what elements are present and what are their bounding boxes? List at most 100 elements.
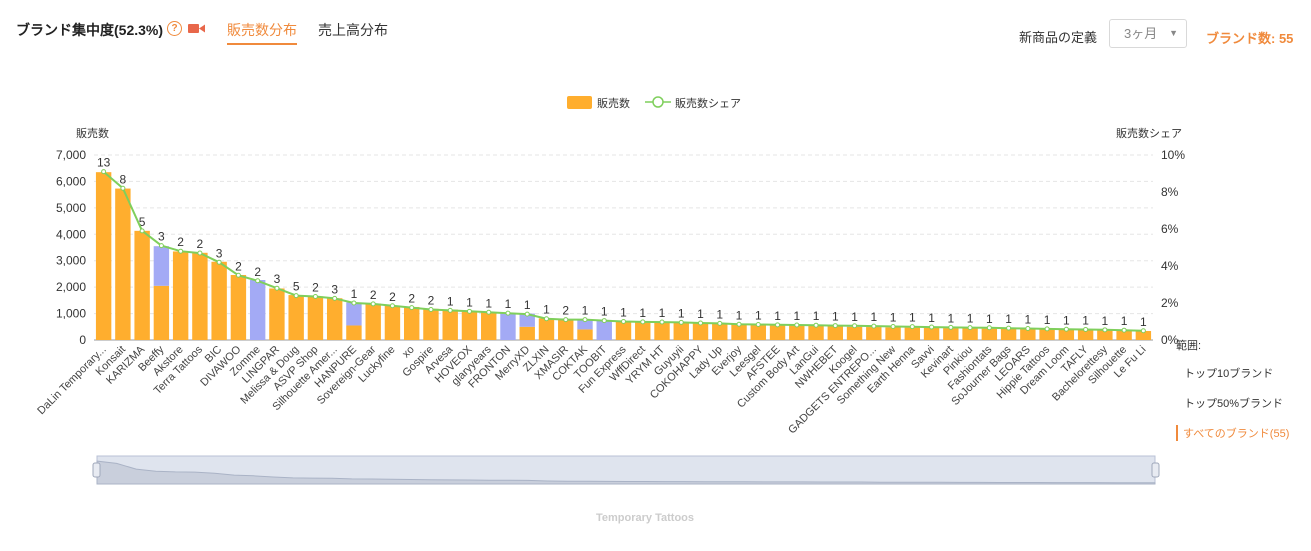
share-point[interactable] bbox=[235, 272, 241, 278]
share-point[interactable] bbox=[216, 259, 222, 265]
bar-sales[interactable] bbox=[481, 312, 497, 340]
bar-new-product[interactable] bbox=[596, 320, 612, 340]
bar-sales[interactable] bbox=[577, 329, 593, 340]
bar-sales[interactable] bbox=[288, 295, 304, 340]
share-point[interactable] bbox=[563, 317, 569, 323]
bar-new-product[interactable] bbox=[249, 280, 266, 340]
share-point[interactable] bbox=[389, 303, 395, 309]
bar-sales[interactable] bbox=[326, 298, 343, 340]
bar-sales[interactable] bbox=[866, 327, 882, 340]
share-point[interactable] bbox=[466, 308, 472, 314]
bar-new-product[interactable] bbox=[519, 313, 535, 327]
share-point[interactable] bbox=[1063, 326, 1069, 332]
share-point[interactable] bbox=[1102, 327, 1108, 333]
bar-sales[interactable] bbox=[134, 230, 150, 340]
bar-new-product[interactable] bbox=[577, 319, 593, 330]
share-point[interactable] bbox=[1006, 325, 1012, 331]
video-camera-icon[interactable] bbox=[188, 23, 205, 34]
bar-sales[interactable] bbox=[635, 321, 651, 340]
bar-sales[interactable] bbox=[827, 325, 844, 340]
share-point[interactable] bbox=[698, 320, 704, 326]
bar-sales[interactable] bbox=[692, 322, 709, 340]
bar-sales[interactable] bbox=[654, 322, 670, 340]
bar-sales[interactable] bbox=[712, 323, 728, 340]
share-point[interactable] bbox=[832, 323, 838, 329]
share-point[interactable] bbox=[370, 301, 376, 307]
share-point[interactable] bbox=[409, 305, 415, 311]
bar-new-product[interactable] bbox=[346, 302, 362, 326]
share-point[interactable] bbox=[158, 243, 164, 249]
share-point[interactable] bbox=[1083, 326, 1089, 332]
share-point[interactable] bbox=[101, 169, 107, 175]
bar-sales[interactable] bbox=[769, 324, 786, 340]
share-point[interactable] bbox=[871, 323, 877, 329]
bar-sales[interactable] bbox=[885, 327, 901, 340]
share-point[interactable] bbox=[505, 310, 511, 316]
bar-new-product[interactable] bbox=[153, 246, 170, 286]
bar-sales[interactable] bbox=[943, 328, 959, 340]
share-point[interactable] bbox=[178, 248, 184, 254]
bar-sales[interactable] bbox=[307, 296, 324, 340]
bar-sales[interactable] bbox=[1077, 329, 1094, 340]
share-point[interactable] bbox=[139, 228, 145, 234]
bar-sales[interactable] bbox=[172, 251, 189, 340]
share-point[interactable] bbox=[929, 324, 935, 330]
share-point[interactable] bbox=[293, 293, 299, 299]
bar-sales[interactable] bbox=[1000, 328, 1017, 340]
zoom-handle-right[interactable] bbox=[1151, 462, 1160, 478]
bar-sales[interactable] bbox=[423, 308, 439, 340]
share-point[interactable] bbox=[890, 323, 896, 329]
bar-sales[interactable] bbox=[558, 319, 574, 340]
bar-sales[interactable] bbox=[1097, 330, 1113, 340]
bar-sales[interactable] bbox=[923, 327, 940, 340]
share-point[interactable] bbox=[486, 309, 492, 315]
bar-sales[interactable] bbox=[962, 328, 978, 340]
share-point[interactable] bbox=[967, 325, 973, 331]
share-point[interactable] bbox=[948, 324, 954, 330]
share-point[interactable] bbox=[640, 319, 646, 325]
share-point[interactable] bbox=[1121, 327, 1127, 333]
share-point[interactable] bbox=[852, 323, 858, 329]
question-circle-icon[interactable]: ? bbox=[167, 21, 182, 36]
bar-sales[interactable] bbox=[384, 305, 401, 340]
bar-sales[interactable] bbox=[789, 324, 805, 340]
share-point[interactable] bbox=[1025, 326, 1031, 332]
share-point[interactable] bbox=[197, 250, 203, 256]
bar-sales[interactable] bbox=[1116, 330, 1132, 340]
bar-sales[interactable] bbox=[95, 172, 112, 340]
bar-new-product[interactable] bbox=[500, 313, 516, 340]
bar-sales[interactable] bbox=[1135, 331, 1152, 340]
period-select[interactable]: 3ヶ月 ▼ bbox=[1109, 19, 1187, 48]
bar-sales[interactable] bbox=[115, 188, 131, 340]
range-option-top10[interactable]: トップ10ブランド bbox=[1184, 368, 1274, 380]
share-point[interactable] bbox=[909, 324, 915, 330]
bar-sales[interactable] bbox=[750, 324, 766, 340]
share-point[interactable] bbox=[543, 316, 549, 322]
share-point[interactable] bbox=[813, 322, 819, 328]
share-point[interactable] bbox=[312, 294, 318, 300]
share-point[interactable] bbox=[986, 325, 992, 331]
bar-sales[interactable] bbox=[519, 326, 535, 340]
share-point[interactable] bbox=[755, 321, 761, 327]
share-point[interactable] bbox=[447, 307, 453, 313]
bar-sales[interactable] bbox=[981, 328, 998, 340]
bar-sales[interactable] bbox=[211, 261, 227, 340]
share-point[interactable] bbox=[1140, 328, 1146, 334]
tab-revenue-distribution[interactable]: 売上高分布 bbox=[318, 22, 388, 38]
bar-sales[interactable] bbox=[846, 326, 863, 340]
share-point[interactable] bbox=[524, 311, 530, 317]
bar-sales[interactable] bbox=[403, 306, 420, 340]
share-point[interactable] bbox=[120, 185, 126, 191]
share-point[interactable] bbox=[351, 300, 357, 306]
share-point[interactable] bbox=[775, 322, 781, 328]
share-point[interactable] bbox=[794, 322, 800, 328]
bar-sales[interactable] bbox=[269, 288, 285, 340]
share-point[interactable] bbox=[1044, 326, 1050, 332]
range-option-top50pct[interactable]: トップ50%ブランド bbox=[1184, 398, 1284, 410]
bar-sales[interactable] bbox=[365, 303, 381, 340]
share-point[interactable] bbox=[428, 306, 434, 312]
range-option-all[interactable]: すべてのブランド(55) bbox=[1176, 425, 1289, 441]
share-point[interactable] bbox=[659, 319, 665, 325]
share-point[interactable] bbox=[736, 321, 742, 327]
bar-sales[interactable] bbox=[731, 324, 747, 340]
